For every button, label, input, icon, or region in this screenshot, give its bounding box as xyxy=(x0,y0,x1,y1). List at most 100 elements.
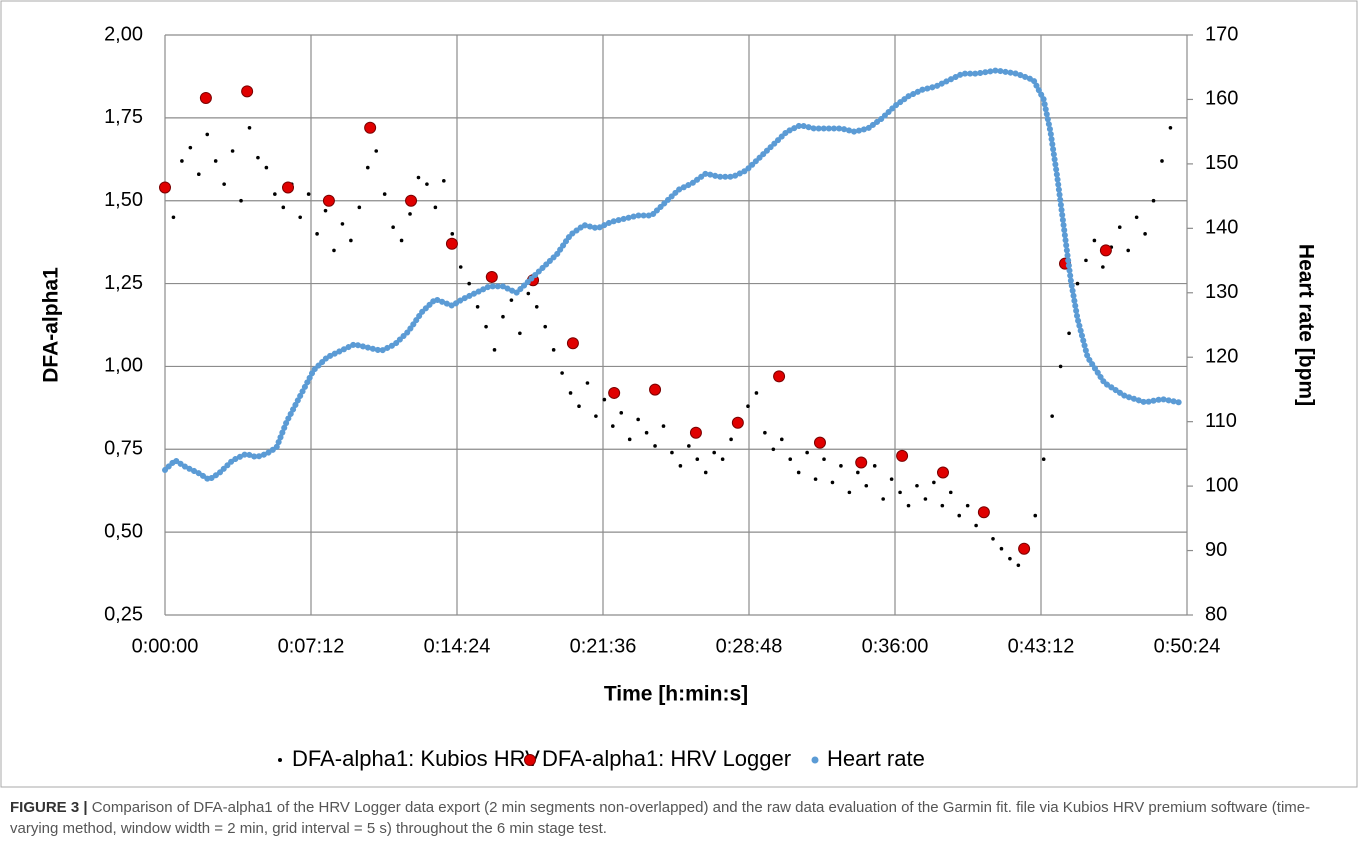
point xyxy=(771,447,776,452)
point xyxy=(731,416,744,429)
point xyxy=(1067,331,1071,336)
point xyxy=(923,497,928,501)
frame xyxy=(0,0,1358,788)
y2-tick-label: 160 xyxy=(1205,88,1238,110)
y-tick-label: 0,75 xyxy=(104,438,143,460)
point xyxy=(754,391,759,395)
point xyxy=(678,464,683,468)
x-tick-label: 0:43:12 xyxy=(1008,635,1075,657)
point xyxy=(661,424,666,428)
point xyxy=(458,265,463,269)
point xyxy=(442,179,446,183)
point xyxy=(340,222,345,226)
y2-tick-label: 110 xyxy=(1205,410,1237,432)
y2-tick-label: 120 xyxy=(1205,346,1238,368)
point xyxy=(881,497,885,501)
y-tick-label: 1,50 xyxy=(104,189,143,211)
caption: FIGURE 3 | Comparison of DFA-alpha1 of t… xyxy=(10,797,1350,839)
point xyxy=(315,232,319,236)
point xyxy=(627,437,632,442)
caption-text: Comparison of DFA-alpha1 of the HRV Logg… xyxy=(10,799,1311,837)
point xyxy=(703,470,708,475)
point xyxy=(485,270,498,283)
point xyxy=(1117,225,1122,230)
point xyxy=(653,444,657,448)
point xyxy=(712,450,716,455)
point xyxy=(306,192,311,196)
point xyxy=(585,381,590,385)
point xyxy=(788,457,793,462)
y-tick-label: 1,25 xyxy=(104,272,143,294)
point xyxy=(1084,258,1088,263)
point xyxy=(322,194,335,207)
point xyxy=(729,437,733,442)
point xyxy=(298,215,302,220)
point xyxy=(805,450,809,455)
point xyxy=(222,182,226,186)
point xyxy=(425,182,429,186)
point xyxy=(1101,265,1105,269)
y2-axis-title: Heart rate [bpm] xyxy=(1294,244,1317,406)
point xyxy=(779,437,784,442)
point xyxy=(1092,238,1097,243)
point xyxy=(1134,215,1139,220)
point xyxy=(230,149,235,153)
point xyxy=(855,456,868,469)
point xyxy=(977,506,990,519)
point xyxy=(644,430,649,435)
point xyxy=(649,383,662,396)
point xyxy=(965,503,970,508)
heart-rate-line xyxy=(162,67,1182,483)
point xyxy=(382,192,387,196)
y-tick-label: 2,00 xyxy=(104,23,143,45)
point xyxy=(856,470,860,475)
y2-tick-label: 100 xyxy=(1205,474,1238,496)
y2-tick-label: 80 xyxy=(1205,603,1227,625)
point xyxy=(813,477,818,481)
point xyxy=(1016,563,1021,568)
point xyxy=(957,513,962,518)
x-tick-label: 0:21:36 xyxy=(570,635,637,657)
point xyxy=(492,348,497,352)
x-tick-label: 0:36:00 xyxy=(862,635,929,657)
y-axis-title: DFA-alpha1 xyxy=(40,267,63,383)
point xyxy=(256,155,260,160)
point xyxy=(872,464,877,468)
legend-marker xyxy=(811,756,819,764)
point xyxy=(1126,248,1130,253)
point xyxy=(822,457,826,462)
legend-label: DFA-alpha1: HRV Logger xyxy=(542,746,791,771)
point xyxy=(915,483,919,488)
x-tick-label: 0:00:00 xyxy=(132,635,199,657)
point xyxy=(543,324,548,329)
point xyxy=(405,194,418,207)
point xyxy=(695,457,700,462)
point xyxy=(323,208,328,213)
point xyxy=(889,477,894,481)
point xyxy=(1168,126,1173,130)
point xyxy=(689,426,702,439)
point xyxy=(247,126,252,130)
point xyxy=(551,348,556,352)
point xyxy=(196,172,201,176)
point xyxy=(475,304,480,309)
point xyxy=(568,391,573,395)
point xyxy=(566,337,579,350)
point xyxy=(896,449,909,462)
point xyxy=(948,490,953,495)
point xyxy=(239,198,243,203)
point xyxy=(205,132,210,137)
point xyxy=(813,436,826,449)
point xyxy=(199,91,212,104)
point xyxy=(364,121,377,134)
point xyxy=(830,480,835,485)
legend-marker xyxy=(524,754,536,766)
point xyxy=(1160,159,1164,163)
point xyxy=(999,546,1004,551)
y2-tick-label: 140 xyxy=(1205,217,1238,239)
point xyxy=(467,281,471,286)
point xyxy=(991,536,995,541)
point xyxy=(1075,281,1080,286)
point xyxy=(1151,198,1156,203)
point xyxy=(763,430,767,435)
